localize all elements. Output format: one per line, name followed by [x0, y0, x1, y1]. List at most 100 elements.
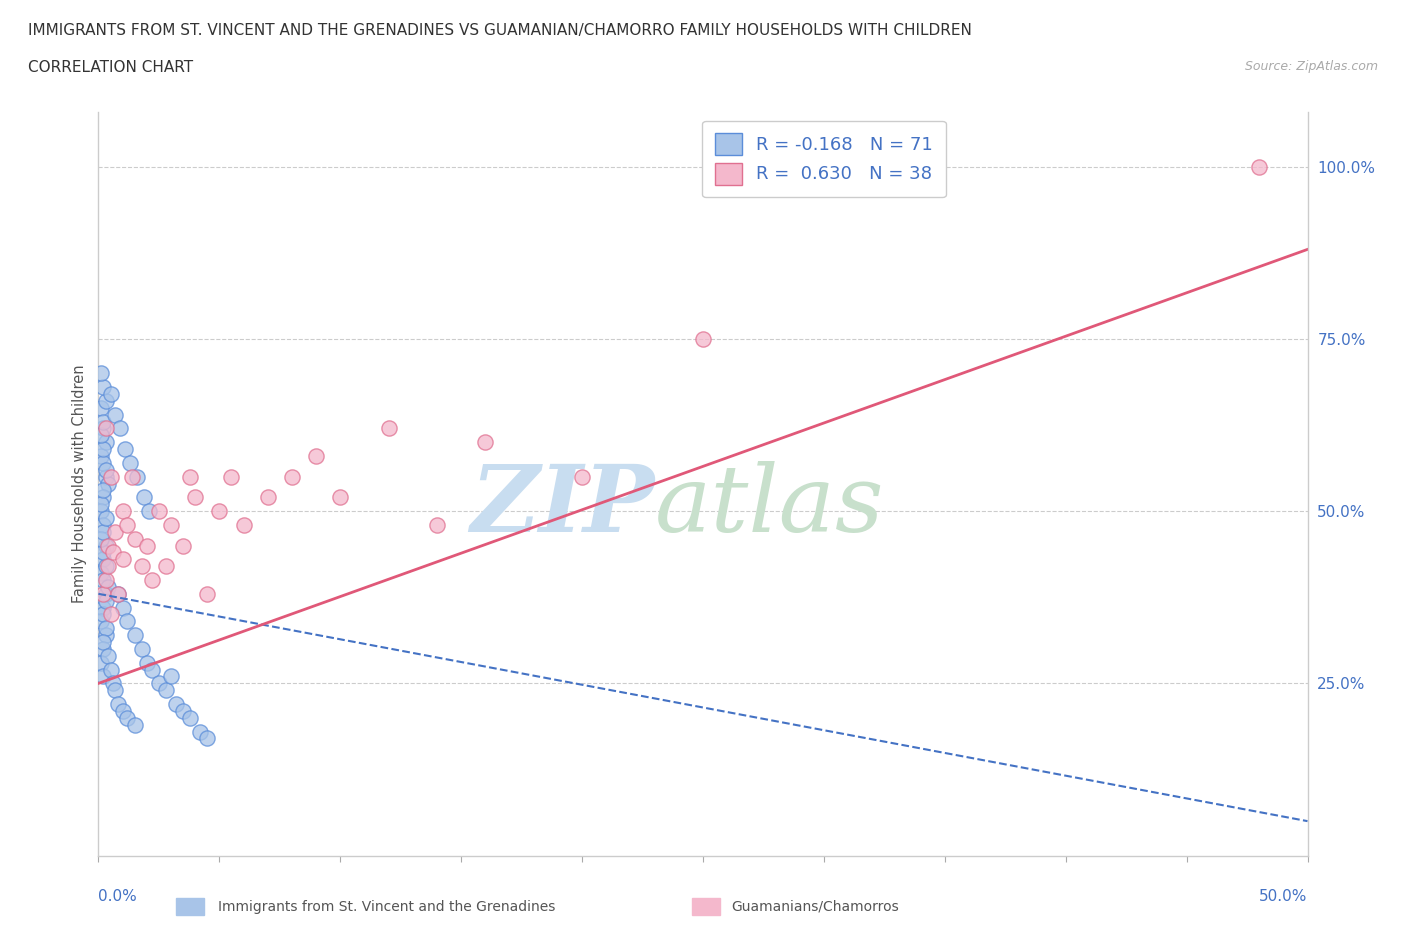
- Point: [692, 331, 714, 346]
- Point: [104, 525, 127, 539]
- Text: atlas: atlas: [655, 461, 884, 551]
- Point: [91, 442, 114, 457]
- Point: [94, 393, 117, 408]
- Point: [127, 470, 149, 485]
- Point: [141, 662, 163, 677]
- Point: [172, 703, 194, 718]
- Point: [426, 517, 449, 532]
- Point: [97, 559, 120, 574]
- Point: [184, 490, 207, 505]
- Point: [124, 531, 146, 546]
- Point: [90, 531, 112, 546]
- Point: [90, 428, 112, 443]
- Point: [305, 448, 328, 463]
- Point: [165, 697, 187, 711]
- Point: [97, 648, 120, 663]
- Point: [108, 421, 131, 436]
- Point: [90, 365, 112, 380]
- Point: [256, 490, 278, 505]
- Point: [114, 442, 136, 457]
- Text: IMMIGRANTS FROM ST. VINCENT AND THE GRENADINES VS GUAMANIAN/CHAMORRO FAMILY HOUS: IMMIGRANTS FROM ST. VINCENT AND THE GREN…: [28, 23, 972, 38]
- Point: [100, 387, 122, 402]
- Point: [1249, 159, 1271, 174]
- Point: [90, 504, 112, 519]
- Point: [118, 456, 141, 471]
- Point: [100, 662, 122, 677]
- Point: [91, 414, 114, 429]
- Point: [172, 538, 194, 553]
- Point: [179, 711, 201, 725]
- Point: [281, 470, 304, 485]
- Point: [91, 642, 114, 657]
- Point: [117, 711, 139, 725]
- Point: [94, 421, 117, 436]
- Point: [148, 676, 170, 691]
- Point: [97, 476, 120, 491]
- Point: [91, 490, 114, 505]
- Point: [107, 587, 129, 602]
- Point: [160, 517, 183, 532]
- Point: [208, 504, 231, 519]
- Point: [90, 656, 112, 671]
- Point: [138, 504, 160, 519]
- Point: [107, 587, 129, 602]
- Point: [90, 614, 112, 629]
- Point: [131, 642, 153, 657]
- Text: CORRELATION CHART: CORRELATION CHART: [28, 60, 193, 75]
- Point: [134, 490, 156, 505]
- Text: Source: ZipAtlas.com: Source: ZipAtlas.com: [1244, 60, 1378, 73]
- Point: [117, 517, 139, 532]
- Point: [160, 669, 183, 684]
- Point: [91, 421, 114, 436]
- Point: [107, 697, 129, 711]
- Point: [94, 593, 117, 608]
- Point: [100, 607, 122, 622]
- Point: [141, 573, 163, 588]
- Point: [111, 600, 134, 615]
- Point: [94, 621, 117, 636]
- Point: [94, 628, 117, 643]
- Point: [94, 587, 117, 602]
- Point: [90, 565, 112, 580]
- Text: 0.0%: 0.0%: [98, 889, 138, 904]
- Point: [155, 683, 177, 698]
- Point: [135, 656, 157, 671]
- Point: [91, 379, 114, 394]
- Point: [131, 559, 153, 574]
- Text: Immigrants from St. Vincent and the Grenadines: Immigrants from St. Vincent and the Gren…: [218, 899, 555, 914]
- Point: [195, 587, 218, 602]
- Point: [474, 435, 496, 450]
- Point: [195, 731, 218, 746]
- Text: 50.0%: 50.0%: [1260, 889, 1308, 904]
- Point: [111, 504, 134, 519]
- Point: [111, 551, 134, 566]
- Text: ZIP: ZIP: [471, 461, 655, 551]
- Point: [111, 703, 134, 718]
- Point: [100, 470, 122, 485]
- Point: [91, 545, 114, 560]
- Point: [91, 669, 114, 684]
- Point: [377, 421, 399, 436]
- Point: [94, 559, 117, 574]
- Point: [91, 573, 114, 588]
- Point: [104, 407, 127, 422]
- Point: [91, 483, 114, 498]
- Point: [329, 490, 352, 505]
- Point: [91, 525, 114, 539]
- Point: [571, 470, 593, 485]
- Y-axis label: Family Households with Children: Family Households with Children: [72, 365, 87, 603]
- Point: [91, 587, 114, 602]
- Point: [101, 676, 124, 691]
- Point: [94, 573, 117, 588]
- Point: [97, 538, 120, 553]
- Point: [94, 462, 117, 477]
- Point: [91, 600, 114, 615]
- Point: [104, 683, 127, 698]
- Point: [90, 401, 112, 416]
- Point: [232, 517, 254, 532]
- Point: [101, 545, 124, 560]
- Point: [94, 470, 117, 485]
- Point: [221, 470, 243, 485]
- Point: [94, 435, 117, 450]
- Point: [94, 511, 117, 525]
